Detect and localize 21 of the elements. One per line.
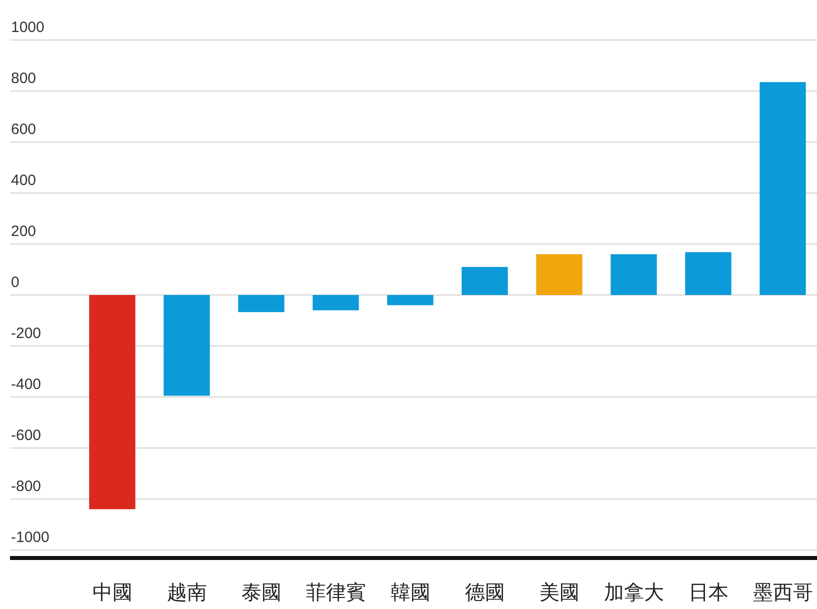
y-tick-label: -400	[11, 376, 42, 393]
y-tick-label: -1000	[11, 529, 50, 546]
x-tick-label: 越南	[166, 580, 207, 604]
x-tick-label: 泰國	[241, 580, 282, 604]
x-tick-label: 美國	[539, 580, 580, 604]
y-tick-label: 1000	[11, 19, 44, 36]
x-tick-label: 韓國	[390, 580, 430, 604]
x-tick-label: 日本	[688, 580, 728, 604]
y-tick-label: -800	[11, 478, 42, 495]
x-tick-label: 德國	[464, 580, 505, 604]
x-tick-label: 菲律賓	[306, 580, 366, 604]
x-tick-label: 中國	[92, 580, 132, 604]
y-tick-label: -600	[11, 427, 42, 444]
y-tick-label: 400	[11, 172, 36, 189]
x-tick-label: 加拿大	[604, 580, 664, 604]
y-tick-label: 200	[11, 223, 36, 240]
y-tick-label: 800	[11, 70, 36, 87]
y-tick-label: 0	[11, 274, 20, 291]
y-tick-label: 600	[11, 121, 36, 138]
x-tick-label: 墨西哥	[752, 580, 813, 604]
y-tick-label: -200	[11, 325, 42, 342]
